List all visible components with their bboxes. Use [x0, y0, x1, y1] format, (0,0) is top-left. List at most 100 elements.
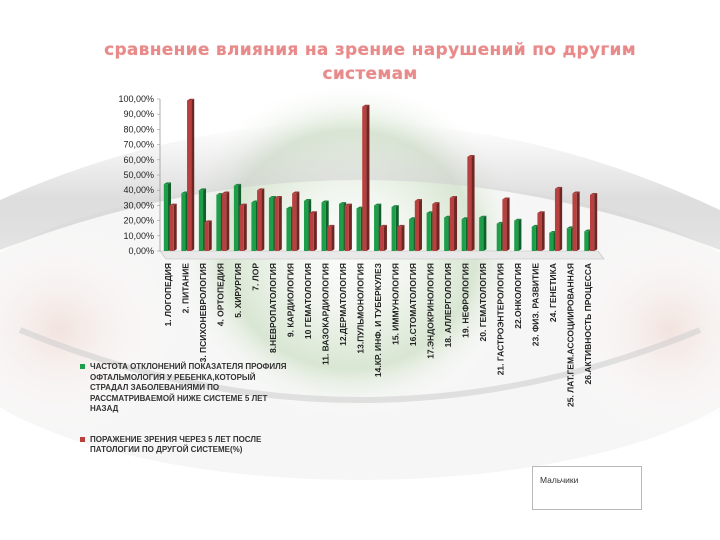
category-label: 25. ЛАТ.ГЕМ.АССОЦИИРОВАННАЯ — [566, 263, 576, 407]
page-title: сравнение влияния на зрение нарушений по… — [104, 40, 636, 84]
category-label: 5. ХИРУРГИЯ — [233, 263, 243, 318]
bar-top — [409, 217, 417, 220]
bar-top — [204, 220, 212, 223]
bar-top — [584, 229, 592, 232]
chart-floor — [159, 250, 605, 260]
bar — [379, 226, 384, 251]
bar — [187, 100, 192, 252]
bar — [198, 190, 204, 251]
bar-top — [479, 215, 487, 218]
bar-side — [261, 188, 265, 251]
y-tick-label: 60,00% — [123, 155, 154, 165]
bar — [589, 194, 595, 251]
bar-side — [594, 192, 598, 251]
bar-side — [401, 224, 405, 251]
bar-side — [173, 203, 177, 251]
bar — [339, 203, 344, 251]
bar — [303, 200, 309, 251]
category-label: 3. ПСИХОНЕВРОЛОГИЯ — [198, 263, 208, 362]
bar — [169, 205, 174, 251]
bar — [566, 228, 571, 251]
bar — [461, 219, 466, 251]
bar-top — [356, 206, 364, 209]
bar-top — [531, 224, 539, 227]
bar-top — [251, 200, 259, 203]
category-label: 17.ЭНДОКРИНОЛОГИЯ — [426, 263, 436, 359]
bar-top — [257, 188, 265, 191]
bar-top — [274, 196, 282, 198]
y-tick-label: 10,00% — [123, 231, 154, 241]
bar — [514, 220, 519, 251]
category-label: 13.ПУЛЬМОНОЛОГИЯ — [355, 263, 365, 354]
bar-top — [444, 215, 452, 218]
bar-side — [278, 196, 282, 251]
bar-top — [292, 191, 300, 194]
bar-side — [559, 186, 563, 251]
bar — [549, 232, 554, 251]
bar — [584, 231, 589, 251]
y-tick-label: 50,00% — [123, 170, 154, 180]
note-box: Мальчики — [532, 466, 642, 510]
bar-side — [483, 215, 487, 251]
bar — [537, 213, 542, 251]
bar-side — [313, 211, 317, 251]
category-label: 4. ОРТОПЕДИЯ — [215, 263, 225, 326]
bar-side — [518, 218, 522, 251]
bar — [479, 217, 484, 251]
bar — [344, 205, 349, 251]
bar-top — [449, 196, 458, 198]
legend: ЧАСТОТА ОТКЛОНЕНИЙ ПОКАЗАТЕЛЯ ПРОФИЛЯ ОФ… — [80, 362, 290, 456]
bar-top — [549, 230, 557, 233]
bar-top — [169, 203, 177, 206]
bar-top — [181, 191, 189, 194]
y-tick-label: 90,00% — [123, 109, 154, 119]
bar — [554, 188, 560, 251]
bar-top — [426, 211, 434, 213]
bar — [222, 193, 227, 251]
bar-side — [576, 191, 580, 251]
bar — [374, 205, 379, 251]
bar — [572, 193, 577, 251]
category-label: 24. ГЕНЕТИКА — [548, 263, 558, 322]
y-tick-label: 100,00% — [118, 94, 154, 104]
bar — [257, 190, 262, 251]
category-label: 16.СТОМАТОЛОГИЯ — [408, 263, 418, 346]
bar — [321, 202, 326, 251]
bar — [286, 208, 291, 251]
bar — [309, 213, 314, 251]
category-label: 23. ФИЗ. РАЗВИТИЕ — [531, 263, 541, 347]
bar — [362, 106, 367, 251]
bar-side — [348, 203, 352, 251]
legend-swatch-red — [80, 436, 85, 442]
category-label: 10 ГЕМАТОЛОГИЯ — [303, 263, 313, 339]
bar-top — [303, 199, 312, 201]
bar-side — [506, 197, 510, 251]
bar — [356, 208, 361, 251]
bar-top — [344, 203, 352, 206]
bar — [397, 226, 402, 251]
bar — [216, 194, 221, 251]
bar-top — [461, 217, 469, 220]
y-tick-label: 40,00% — [123, 185, 154, 195]
category-label: 18. АЛЛЕРГОЛОГИЯ — [443, 263, 453, 347]
category-label: 15. ИММУНОЛОГИЯ — [391, 263, 401, 345]
bar-top — [554, 186, 563, 189]
bar-top — [432, 202, 440, 204]
y-tick-label: 70,00% — [123, 140, 154, 150]
bar-top — [514, 218, 522, 221]
bar-top — [216, 192, 224, 195]
bar-side — [296, 191, 300, 251]
bar-top — [391, 205, 399, 207]
bar-side — [454, 196, 458, 251]
category-label: 19. НЕФРОЛОГИЯ — [461, 263, 471, 338]
bar-side — [383, 224, 387, 251]
category-label: 14.КР. ИНФ. И ТУБЕРКУЛЕЗ — [373, 263, 383, 377]
bar — [292, 193, 297, 251]
category-label: 8.НЕВРОПАТОЛОГИЯ — [268, 263, 278, 353]
bar-top — [268, 196, 277, 198]
bar-side — [243, 203, 247, 251]
legend-label-green: ЧАСТОТА ОТКЛОНЕНИЙ ПОКАЗАТЕЛЯ ПРОФИЛЯ ОФ… — [90, 362, 287, 413]
bar — [163, 184, 169, 251]
category-label: 7. ЛОР — [250, 263, 260, 291]
